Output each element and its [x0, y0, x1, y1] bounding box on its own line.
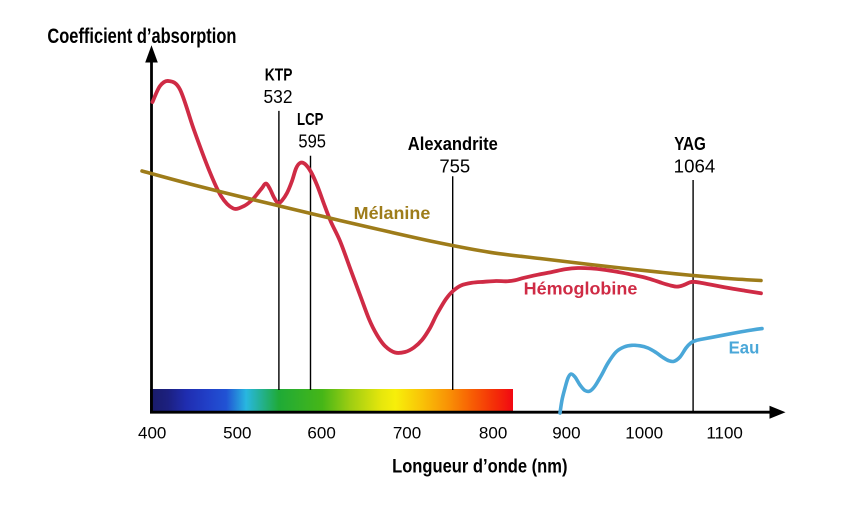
svg-text:595: 595	[298, 131, 326, 151]
svg-text:Eau: Eau	[729, 338, 760, 358]
svg-text:900: 900	[552, 424, 580, 443]
svg-text:500: 500	[223, 424, 251, 443]
svg-text:Alexandrite: Alexandrite	[408, 134, 498, 154]
svg-text:Longueur d’onde (nm): Longueur d’onde (nm)	[392, 455, 567, 477]
svg-text:1000: 1000	[625, 424, 663, 443]
svg-text:Coefficient d’absorption: Coefficient d’absorption	[47, 25, 236, 48]
svg-text:1064: 1064	[674, 157, 716, 177]
svg-text:YAG: YAG	[674, 134, 706, 154]
svg-text:600: 600	[307, 424, 335, 443]
svg-text:Hémoglobine: Hémoglobine	[524, 279, 638, 299]
svg-text:800: 800	[479, 424, 507, 443]
svg-text:700: 700	[393, 424, 421, 443]
svg-text:Mélanine: Mélanine	[354, 203, 431, 223]
svg-text:400: 400	[138, 424, 166, 443]
svg-text:532: 532	[264, 87, 293, 107]
svg-text:KTP: KTP	[265, 65, 293, 85]
svg-text:1100: 1100	[706, 424, 743, 443]
svg-text:755: 755	[439, 157, 470, 177]
svg-text:LCP: LCP	[297, 109, 324, 129]
